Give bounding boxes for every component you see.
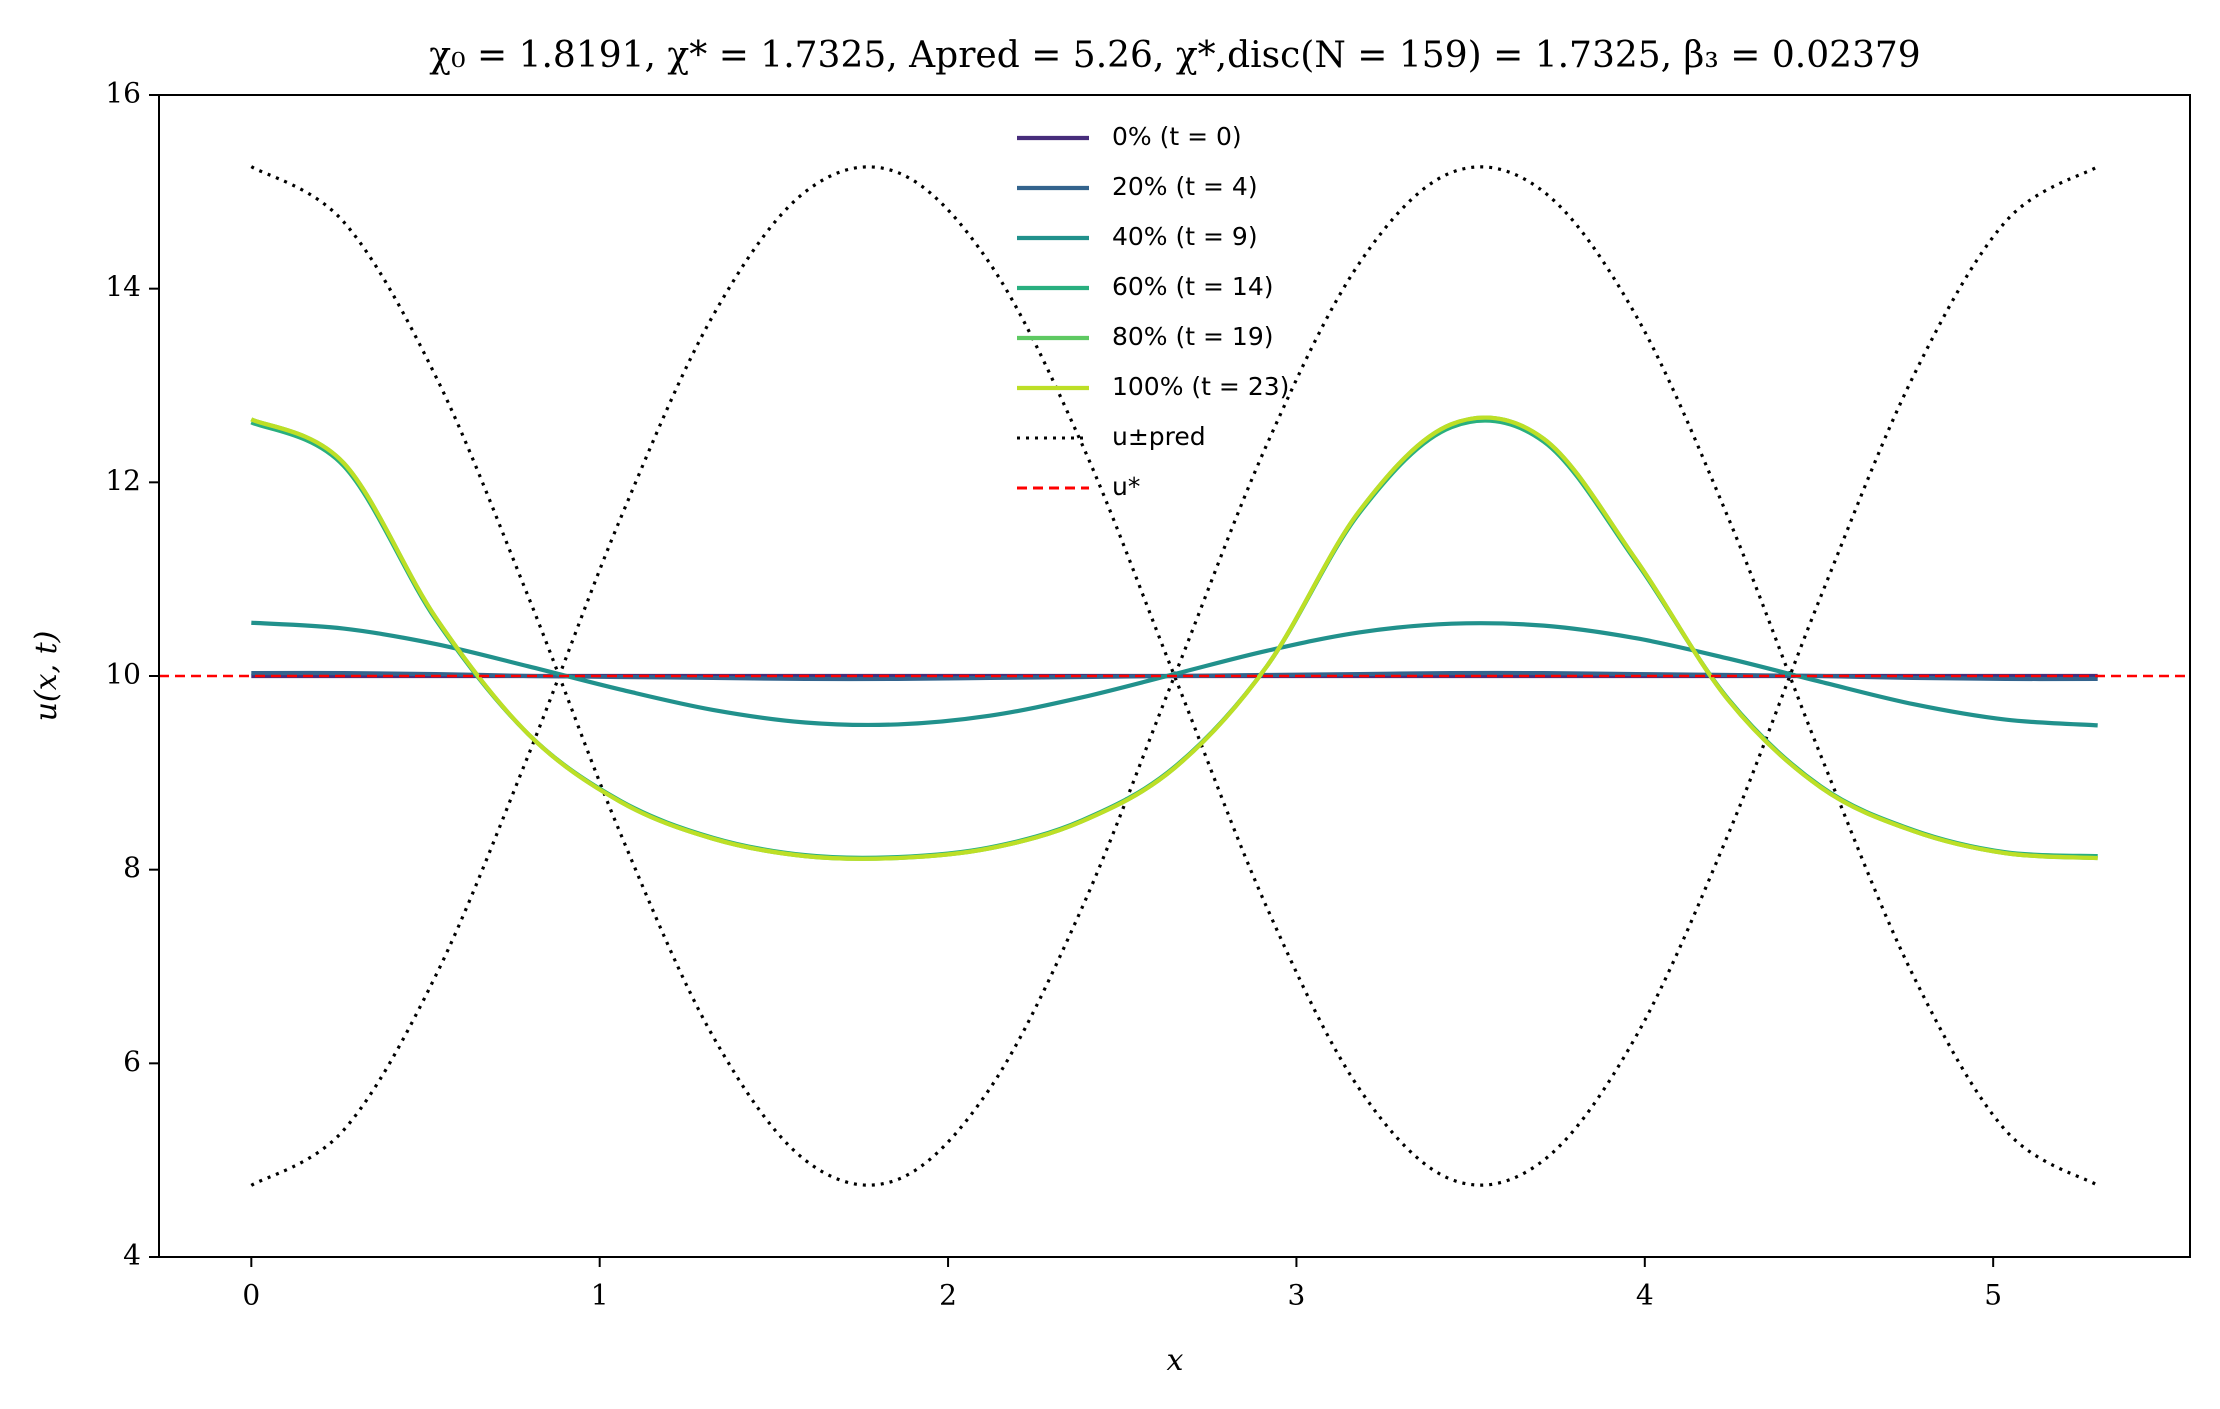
y-tick-label: 14: [105, 270, 141, 303]
x-axis-label: x: [1167, 1343, 1184, 1378]
legend-label: 60% (t = 14): [1112, 272, 1273, 301]
legend-label: 20% (t = 4): [1112, 172, 1258, 201]
series-line: [250, 418, 2098, 860]
legend-label: u±pred: [1112, 422, 1206, 451]
x-tick-label: 0: [242, 1279, 260, 1312]
y-tick-label: 6: [123, 1045, 141, 1078]
x-tick-label: 1: [591, 1279, 609, 1312]
legend-label: u*: [1112, 472, 1140, 501]
legend: 0% (t = 0) 20% (t = 4) 40% (t = 9) 60% (t =…: [1017, 122, 1289, 501]
legend-label: 40% (t = 9): [1112, 222, 1258, 251]
legend-label: 80% (t = 19): [1112, 322, 1273, 351]
y-tick-label: 8: [123, 851, 141, 884]
series-line: [250, 415, 2098, 861]
legend-label: 0% (t = 0): [1112, 122, 1242, 151]
x-tick-label: 5: [1984, 1279, 2002, 1312]
legend-label: 100% (t = 23): [1112, 372, 1289, 401]
y-tick-label: 4: [123, 1239, 141, 1272]
chart-title: χ₀ = 1.8191, χ* = 1.7325, Apred = 5.26, …: [429, 35, 1920, 76]
series-line: [250, 165, 2099, 1187]
y-tick-label: 16: [105, 77, 141, 110]
series-line: [250, 165, 2099, 1187]
y-axis-label: u(x, t): [29, 631, 64, 722]
y-tick-label: 12: [105, 464, 141, 497]
x-tick-label: 3: [1288, 1279, 1306, 1312]
y-tick-label: 10: [105, 658, 141, 691]
series-line: [250, 415, 2098, 861]
plot-frame: [158, 94, 2191, 1258]
x-tick-label: 4: [1636, 1279, 1654, 1312]
x-tick-label: 2: [939, 1279, 957, 1312]
